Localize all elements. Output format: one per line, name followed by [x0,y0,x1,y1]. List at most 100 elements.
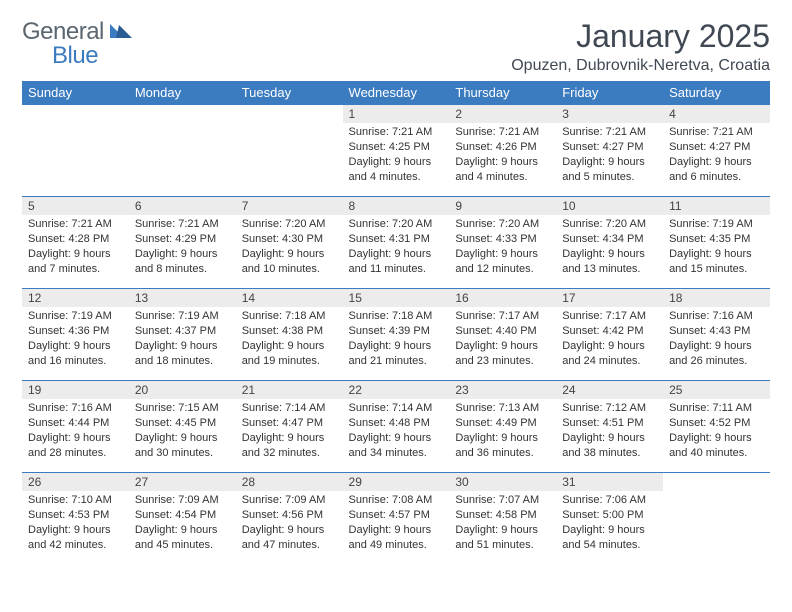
day-number: 18 [663,289,770,307]
day-detail: Sunrise: 7:20 AMSunset: 4:34 PMDaylight:… [556,215,663,280]
calendar-day-cell: 12Sunrise: 7:19 AMSunset: 4:36 PMDayligh… [22,289,129,381]
calendar-day-cell: 14Sunrise: 7:18 AMSunset: 4:38 PMDayligh… [236,289,343,381]
day-detail [663,491,770,497]
calendar-day-cell: 4Sunrise: 7:21 AMSunset: 4:27 PMDaylight… [663,105,770,197]
day-number: 27 [129,473,236,491]
calendar-day-cell: 13Sunrise: 7:19 AMSunset: 4:37 PMDayligh… [129,289,236,381]
day-detail: Sunrise: 7:18 AMSunset: 4:39 PMDaylight:… [343,307,450,372]
day-detail: Sunrise: 7:09 AMSunset: 4:56 PMDaylight:… [236,491,343,556]
day-detail: Sunrise: 7:20 AMSunset: 4:31 PMDaylight:… [343,215,450,280]
day-detail: Sunrise: 7:13 AMSunset: 4:49 PMDaylight:… [449,399,556,464]
day-detail: Sunrise: 7:21 AMSunset: 4:29 PMDaylight:… [129,215,236,280]
day-detail: Sunrise: 7:14 AMSunset: 4:48 PMDaylight:… [343,399,450,464]
calendar-day-cell: 30Sunrise: 7:07 AMSunset: 4:58 PMDayligh… [449,473,556,565]
calendar-day-cell: 5Sunrise: 7:21 AMSunset: 4:28 PMDaylight… [22,197,129,289]
day-number: 20 [129,381,236,399]
weekday-header: Wednesday [343,81,450,105]
brand-part2: Blue [52,42,98,70]
calendar-day-cell: 23Sunrise: 7:13 AMSunset: 4:49 PMDayligh… [449,381,556,473]
day-detail: Sunrise: 7:06 AMSunset: 5:00 PMDaylight:… [556,491,663,556]
day-detail: Sunrise: 7:19 AMSunset: 4:35 PMDaylight:… [663,215,770,280]
calendar-week-row: 1Sunrise: 7:21 AMSunset: 4:25 PMDaylight… [22,105,770,197]
day-detail: Sunrise: 7:18 AMSunset: 4:38 PMDaylight:… [236,307,343,372]
title-block: January 2025 Opuzen, Dubrovnik-Neretva, … [511,18,770,75]
calendar-day-cell: 17Sunrise: 7:17 AMSunset: 4:42 PMDayligh… [556,289,663,381]
day-number: 14 [236,289,343,307]
day-number: 16 [449,289,556,307]
calendar-body: 1Sunrise: 7:21 AMSunset: 4:25 PMDaylight… [22,105,770,565]
day-detail: Sunrise: 7:07 AMSunset: 4:58 PMDaylight:… [449,491,556,556]
day-detail: Sunrise: 7:17 AMSunset: 4:42 PMDaylight:… [556,307,663,372]
day-number: 17 [556,289,663,307]
day-detail [129,123,236,129]
calendar-day-cell [663,473,770,565]
day-detail: Sunrise: 7:21 AMSunset: 4:27 PMDaylight:… [556,123,663,188]
calendar-table: SundayMondayTuesdayWednesdayThursdayFrid… [22,81,770,565]
day-detail: Sunrise: 7:17 AMSunset: 4:40 PMDaylight:… [449,307,556,372]
day-number: 12 [22,289,129,307]
day-number: 29 [343,473,450,491]
day-number: 19 [22,381,129,399]
day-number: 3 [556,105,663,123]
day-number: 10 [556,197,663,215]
day-number: 26 [22,473,129,491]
day-number: 4 [663,105,770,123]
calendar-day-cell [236,105,343,197]
day-detail: Sunrise: 7:15 AMSunset: 4:45 PMDaylight:… [129,399,236,464]
day-number: 11 [663,197,770,215]
day-number [129,105,236,123]
weekday-header-row: SundayMondayTuesdayWednesdayThursdayFrid… [22,81,770,105]
calendar-day-cell: 16Sunrise: 7:17 AMSunset: 4:40 PMDayligh… [449,289,556,381]
calendar-day-cell: 20Sunrise: 7:15 AMSunset: 4:45 PMDayligh… [129,381,236,473]
calendar-day-cell: 7Sunrise: 7:20 AMSunset: 4:30 PMDaylight… [236,197,343,289]
calendar-day-cell: 19Sunrise: 7:16 AMSunset: 4:44 PMDayligh… [22,381,129,473]
brand-logo: General Blue [22,18,132,46]
calendar-day-cell: 15Sunrise: 7:18 AMSunset: 4:39 PMDayligh… [343,289,450,381]
calendar-day-cell [129,105,236,197]
day-detail: Sunrise: 7:21 AMSunset: 4:28 PMDaylight:… [22,215,129,280]
calendar-day-cell: 18Sunrise: 7:16 AMSunset: 4:43 PMDayligh… [663,289,770,381]
day-detail: Sunrise: 7:09 AMSunset: 4:54 PMDaylight:… [129,491,236,556]
calendar-week-row: 26Sunrise: 7:10 AMSunset: 4:53 PMDayligh… [22,473,770,565]
day-detail: Sunrise: 7:11 AMSunset: 4:52 PMDaylight:… [663,399,770,464]
calendar-day-cell: 2Sunrise: 7:21 AMSunset: 4:26 PMDaylight… [449,105,556,197]
day-detail: Sunrise: 7:20 AMSunset: 4:30 PMDaylight:… [236,215,343,280]
day-detail: Sunrise: 7:08 AMSunset: 4:57 PMDaylight:… [343,491,450,556]
day-detail: Sunrise: 7:21 AMSunset: 4:26 PMDaylight:… [449,123,556,188]
page-header: General Blue January 2025 Opuzen, Dubrov… [22,18,770,75]
weekday-header: Saturday [663,81,770,105]
weekday-header: Thursday [449,81,556,105]
calendar-day-cell: 21Sunrise: 7:14 AMSunset: 4:47 PMDayligh… [236,381,343,473]
weekday-header: Friday [556,81,663,105]
weekday-header: Sunday [22,81,129,105]
calendar-day-cell: 11Sunrise: 7:19 AMSunset: 4:35 PMDayligh… [663,197,770,289]
calendar-day-cell: 26Sunrise: 7:10 AMSunset: 4:53 PMDayligh… [22,473,129,565]
day-number: 23 [449,381,556,399]
day-detail: Sunrise: 7:10 AMSunset: 4:53 PMDaylight:… [22,491,129,556]
calendar-day-cell: 29Sunrise: 7:08 AMSunset: 4:57 PMDayligh… [343,473,450,565]
day-detail: Sunrise: 7:21 AMSunset: 4:27 PMDaylight:… [663,123,770,188]
day-number: 6 [129,197,236,215]
weekday-header: Monday [129,81,236,105]
day-detail: Sunrise: 7:16 AMSunset: 4:43 PMDaylight:… [663,307,770,372]
calendar-day-cell: 8Sunrise: 7:20 AMSunset: 4:31 PMDaylight… [343,197,450,289]
day-detail [22,123,129,129]
day-number: 22 [343,381,450,399]
day-number [663,473,770,491]
day-number: 13 [129,289,236,307]
day-detail: Sunrise: 7:16 AMSunset: 4:44 PMDaylight:… [22,399,129,464]
day-number [236,105,343,123]
weekday-header: Tuesday [236,81,343,105]
calendar-day-cell: 24Sunrise: 7:12 AMSunset: 4:51 PMDayligh… [556,381,663,473]
day-number: 7 [236,197,343,215]
day-detail [236,123,343,129]
day-number: 25 [663,381,770,399]
calendar-day-cell: 1Sunrise: 7:21 AMSunset: 4:25 PMDaylight… [343,105,450,197]
day-number: 15 [343,289,450,307]
calendar-day-cell: 31Sunrise: 7:06 AMSunset: 5:00 PMDayligh… [556,473,663,565]
day-number: 5 [22,197,129,215]
calendar-day-cell: 22Sunrise: 7:14 AMSunset: 4:48 PMDayligh… [343,381,450,473]
day-number: 8 [343,197,450,215]
day-number: 31 [556,473,663,491]
day-number: 24 [556,381,663,399]
